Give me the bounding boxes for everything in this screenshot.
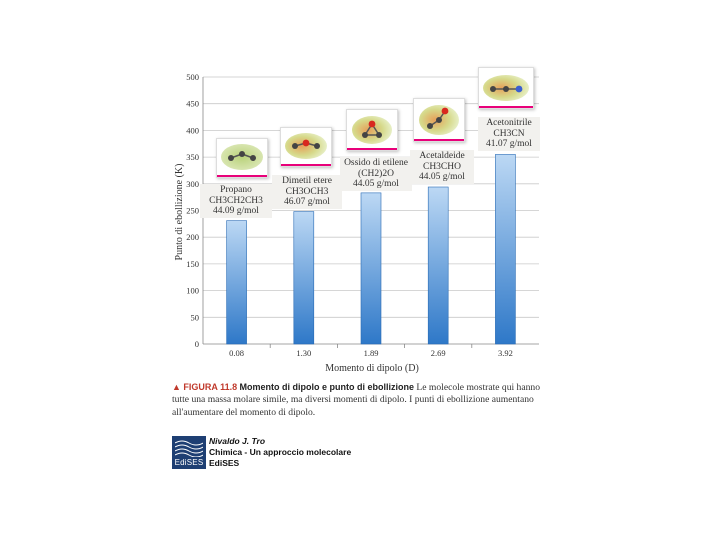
- logo-text: EdiSES: [174, 458, 204, 467]
- molecule-image-propano: [216, 138, 268, 178]
- molecule-image-dimetil-etere: [280, 127, 332, 167]
- molecule-mass: 41.07 g/mol: [486, 139, 532, 149]
- waves-icon: [175, 440, 203, 457]
- x-axis-label: Momento di dipolo (D): [325, 363, 419, 374]
- figure-caption: ▲ FIGURA 11.8 Momento di dipolo e punto …: [172, 381, 544, 419]
- molecule-label: Ossido di etilene (CH2)2O 44.05 g/mol: [340, 157, 412, 191]
- molecule-formula: (CH2)2O: [358, 168, 394, 179]
- y-tick-label: 450: [186, 99, 199, 109]
- y-tick-label: 0: [195, 339, 199, 349]
- publisher-name: EdiSES: [209, 458, 240, 468]
- bar: [293, 211, 315, 345]
- bar: [226, 220, 247, 345]
- book-title: Chimica - Un approccio molecolare: [209, 447, 352, 457]
- molecule-formula: CH3CHO: [422, 161, 461, 172]
- y-tick-label: 100: [186, 286, 199, 296]
- y-tick-label: 350: [186, 152, 199, 162]
- figure-number: ▲ FIGURA 11.8: [172, 382, 238, 392]
- x-tick-label: 3.92: [498, 348, 513, 358]
- molecule-formula: CH3OCH3: [285, 186, 329, 197]
- molecule-formula: CH3CN: [493, 128, 525, 139]
- molecule-formula: CH3CH2CH3: [209, 195, 263, 206]
- book-author: Nivaldo J. Tro: [209, 436, 266, 446]
- y-tick-label: 400: [186, 125, 199, 135]
- y-tick-label: 250: [186, 206, 199, 216]
- bar: [360, 192, 382, 345]
- molecule-label: Propano CH3CH2CH3 44.09 g/mol: [200, 184, 272, 218]
- x-tick-label: 0.08: [229, 348, 244, 358]
- figure-text: Le molecole mostrate qui hanno tutte una…: [172, 382, 541, 418]
- molecule-mass: 44.05 g/mol: [353, 179, 399, 189]
- molecule-name: Dimetil etere: [282, 176, 332, 186]
- figure-title: Momento di dipolo e punto di ebollizione: [239, 382, 414, 392]
- x-tick-label: 1.89: [364, 348, 379, 358]
- molecule-mass: 46.07 g/mol: [284, 197, 330, 207]
- x-tick-label: 2.69: [431, 348, 446, 358]
- bar: [495, 154, 516, 345]
- molecule-mass: 44.09 g/mol: [213, 206, 259, 216]
- y-tick-label: 500: [186, 72, 199, 82]
- molecule-image-acetaldeide: [413, 98, 465, 142]
- molecule-image-ossido-di-etilene: [346, 109, 398, 151]
- molecule-label: Dimetil etere CH3OCH3 46.07 g/mol: [272, 175, 342, 209]
- y-axis-label: Punto di ebollizione (K): [174, 164, 185, 261]
- y-tick-label: 300: [186, 179, 199, 189]
- publisher-logo: EdiSES: [172, 436, 206, 469]
- bar: [427, 186, 449, 345]
- molecule-name: Propano: [220, 185, 252, 195]
- molecule-name: Ossido di etilene: [344, 158, 408, 168]
- molecule-name: Acetonitrile: [486, 118, 532, 128]
- y-tick-label: 150: [186, 259, 199, 269]
- molecule-label: Acetonitrile CH3CN 41.07 g/mol: [478, 117, 540, 151]
- x-tick-label: 1.30: [296, 348, 311, 358]
- y-tick-label: 200: [186, 232, 199, 242]
- y-tick-label: 50: [191, 312, 200, 322]
- molecule-image-acetonitrile: [478, 67, 534, 109]
- molecule-mass: 44.05 g/mol: [419, 172, 465, 182]
- molecule-label: Acetaldeide CH3CHO 44.05 g/mol: [410, 150, 474, 184]
- molecule-name: Acetaldeide: [419, 151, 465, 161]
